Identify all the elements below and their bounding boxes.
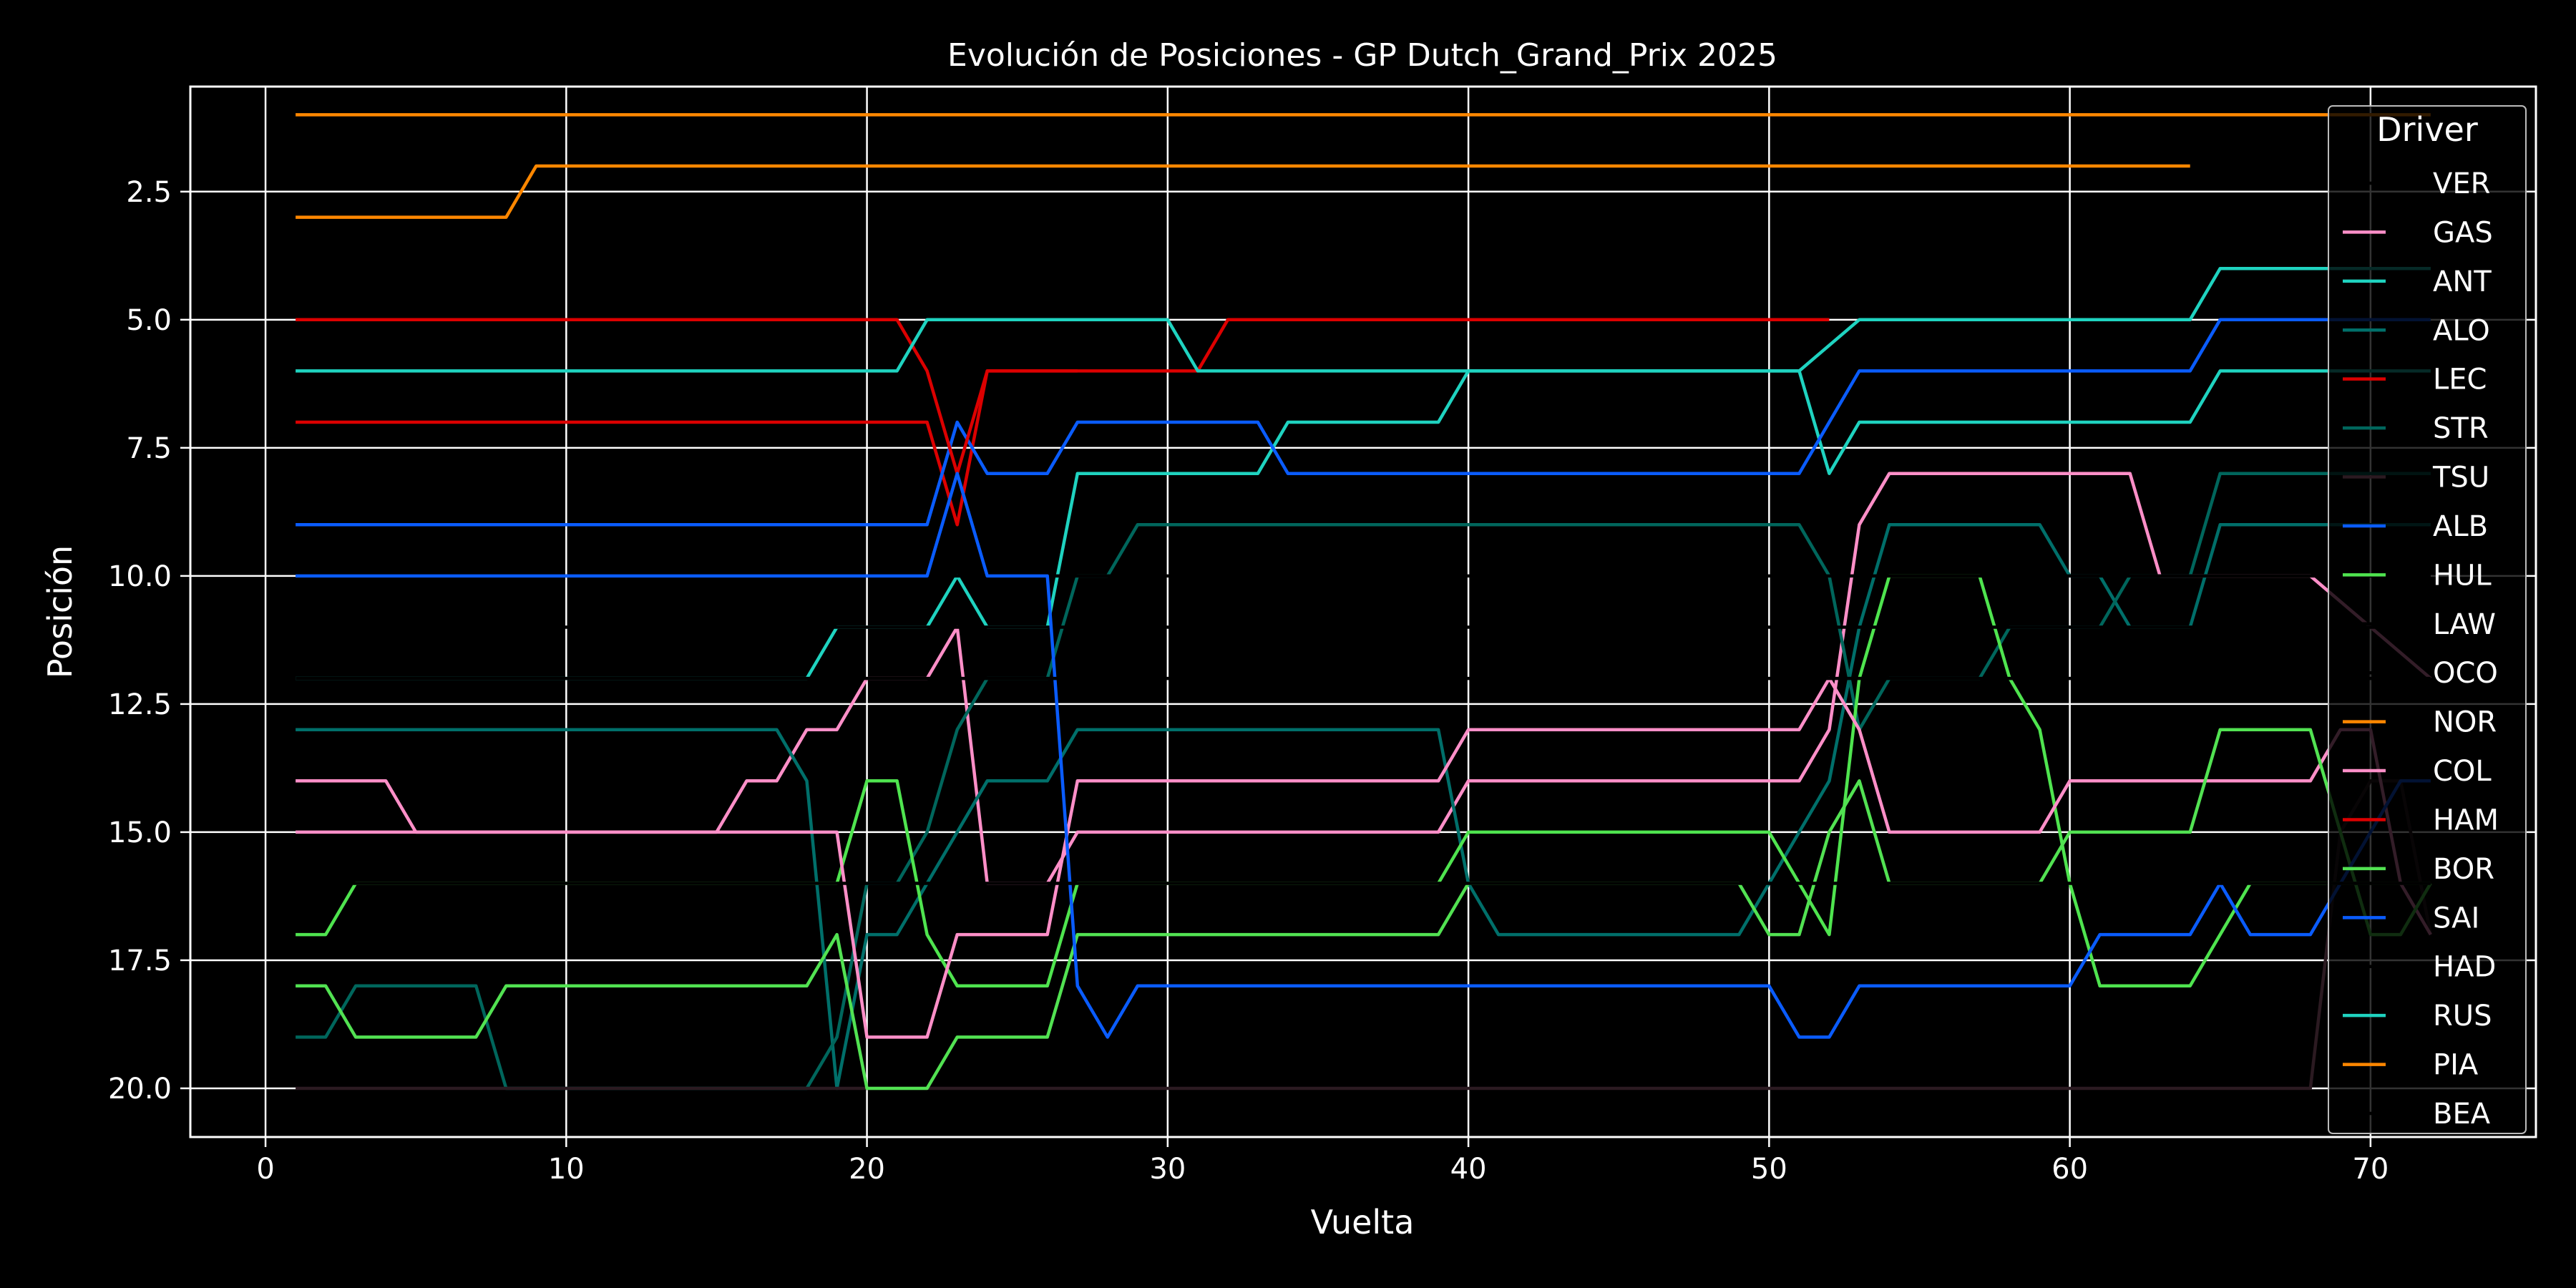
y-axis-ticks: 2.5 5.0 7.5 10.0 12.5 15.0 17.5 20.0 (108, 176, 190, 1106)
x-tick-label: 20 (849, 1153, 885, 1186)
legend-label-oco: OCO (2433, 657, 2498, 690)
y-tick-label: 5.0 (126, 304, 172, 337)
series-line-col (296, 676, 2432, 1039)
x-tick-label: 70 (2352, 1153, 2389, 1186)
legend-label-pia: PIA (2433, 1049, 2479, 1082)
legend-label-alo: ALO (2433, 314, 2490, 347)
legend-label-nor: NOR (2433, 706, 2497, 739)
series-line-gas (296, 472, 2432, 885)
x-tick-label: 30 (1149, 1153, 1186, 1186)
legend-label-ver: VER (2433, 167, 2490, 200)
legend-label-ant: ANT (2433, 265, 2492, 298)
legend: Driver VER GAS ANT ALO LEC STR TSU ALB HUL LAW OCO… (2328, 105, 2527, 1134)
legend-box (2328, 105, 2527, 1134)
legend-label-gas: GAS (2433, 216, 2493, 249)
y-axis-label: Posición (41, 545, 79, 678)
legend-title: Driver (2376, 110, 2478, 149)
y-tick-label: 15.0 (108, 816, 172, 849)
y-tick-label: 7.5 (126, 432, 172, 465)
legend-label-had: HAD (2433, 951, 2496, 984)
y-tick-label: 10.0 (108, 560, 172, 593)
series-line-sai (296, 472, 2431, 1039)
legend-label-bor: BOR (2433, 853, 2494, 886)
legend-label-str: STR (2433, 412, 2489, 445)
x-axis-label: Vuelta (1311, 1203, 1415, 1241)
legend-items: VER GAS ANT ALO LEC STR TSU ALB HUL LAW OCO NOR COL H… (2343, 167, 2499, 1131)
legend-label-alb: ALB (2433, 510, 2488, 543)
x-axis-ticks: 0 10 20 30 40 50 60 70 (256, 1137, 2389, 1186)
legend-label-tsu: TSU (2432, 462, 2489, 494)
legend-label-hul: HUL (2433, 559, 2492, 592)
series-line-ham (296, 318, 1078, 475)
legend-label-ham: HAM (2433, 804, 2499, 836)
legend-label-rus: RUS (2433, 1000, 2492, 1033)
x-tick-label: 10 (548, 1153, 585, 1186)
series-line-alb (296, 318, 2431, 527)
x-tick-label: 0 (256, 1153, 274, 1186)
y-tick-label: 20.0 (108, 1073, 172, 1106)
legend-label-col: COL (2433, 755, 2492, 788)
legend-label-law: LAW (2433, 608, 2496, 641)
plot-frame (189, 85, 2537, 1138)
legend-label-sai: SAI (2433, 902, 2479, 935)
legend-label-lec: LEC (2433, 364, 2487, 396)
series-line-nor (296, 164, 2190, 219)
y-tick-label: 17.5 (108, 945, 172, 977)
y-tick-label: 2.5 (126, 176, 172, 209)
series-line-rus (296, 266, 2431, 373)
x-tick-label: 50 (1751, 1153, 1787, 1186)
series-line-hul (296, 574, 2431, 988)
y-tick-label: 12.5 (108, 688, 172, 721)
chart-title: Evolución de Posiciones - GP Dutch_Grand… (947, 37, 1777, 74)
legend-label-bea: BEA (2433, 1098, 2491, 1131)
x-tick-label: 40 (1450, 1153, 1487, 1186)
x-tick-label: 60 (2051, 1153, 2088, 1186)
